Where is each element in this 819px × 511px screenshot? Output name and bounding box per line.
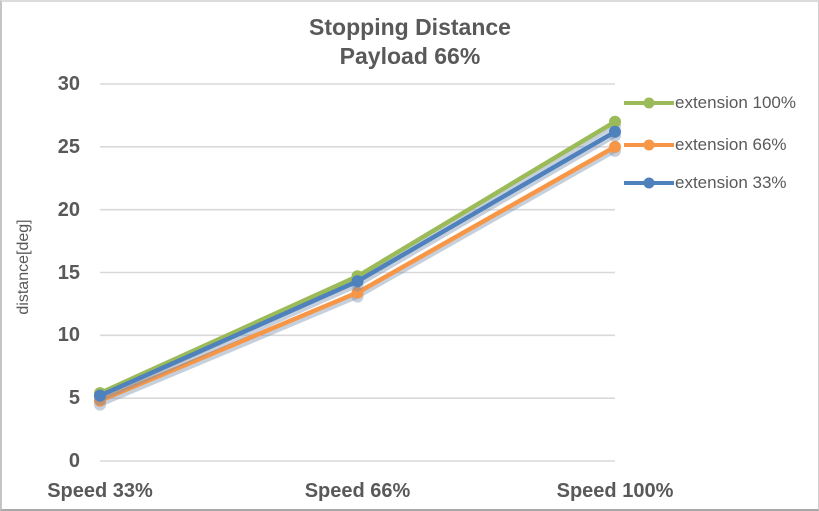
legend-marker-icon (624, 97, 674, 109)
chart-title-line2: Payload 66% (339, 43, 481, 69)
legend-item-extension-66: extension 66% (624, 133, 787, 157)
y-tick-label: 5 (68, 387, 80, 410)
legend-label: extension 33% (675, 173, 787, 192)
legend-marker-icon (624, 177, 674, 189)
y-tick-label: 25 (57, 135, 80, 158)
y-tick-label: 10 (57, 324, 80, 347)
chart-title: Stopping Distance Payload 66% (2, 13, 818, 71)
y-tick-label: 0 (68, 450, 80, 472)
x-category-label-speed-33: Speed 33% (47, 480, 153, 502)
legend: extension 100% extension 66% extension 33% (624, 2, 814, 509)
legend-item-extension-100: extension 100% (624, 91, 796, 115)
legend-label: extension 100% (675, 93, 796, 112)
y-tick-label: 20 (57, 198, 80, 221)
legend-marker-icon (624, 139, 674, 151)
data-point-extension-33 (609, 125, 621, 138)
y-tick-label: 30 (57, 73, 80, 95)
data-point-extension-100 (609, 115, 621, 128)
data-point-extension-66 (351, 286, 364, 299)
x-category-label-speed-100: Speed 100% (556, 480, 674, 502)
legend-item-extension-33: extension 33% (624, 171, 787, 195)
series-line-extension-100 (97, 119, 618, 396)
data-point-extension-33 (351, 275, 364, 288)
legend-label: extension 66% (675, 135, 787, 154)
data-point-extension-66 (609, 140, 621, 153)
chart-title-line1: Stopping Distance (309, 14, 511, 40)
x-category-label-speed-66: Speed 66% (304, 480, 411, 502)
y-tick-label: 15 (57, 261, 80, 284)
data-point-extension-33 (94, 389, 106, 402)
